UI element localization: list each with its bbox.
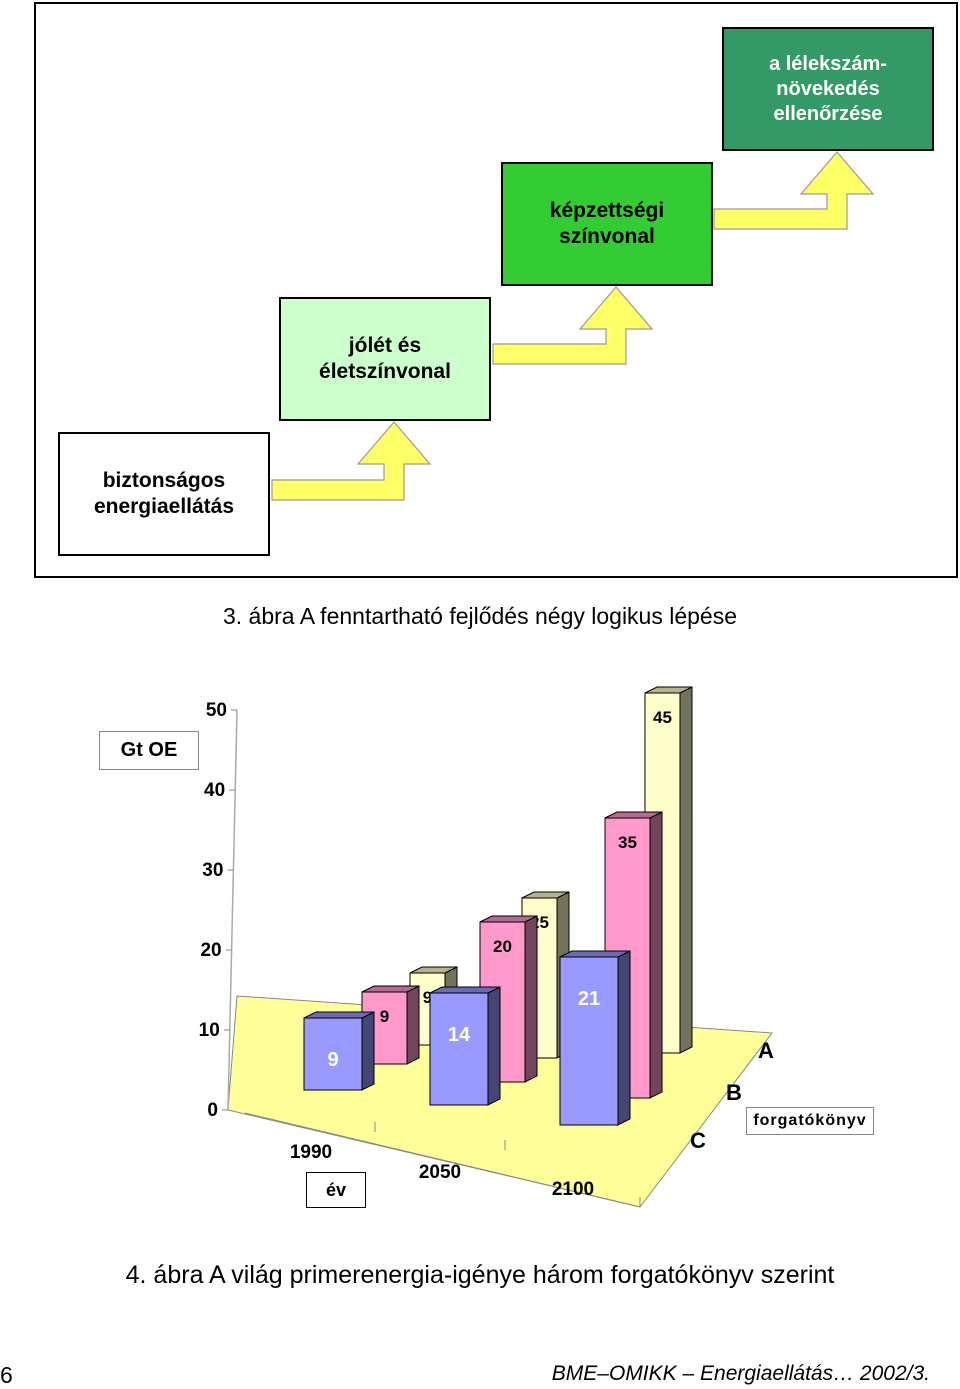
bar-top-C xyxy=(559,950,631,958)
unit-label: Gt OE xyxy=(120,739,178,761)
y-tick-label: 50 xyxy=(206,700,227,721)
y-tick-label: 20 xyxy=(200,940,221,961)
bar-side-C xyxy=(487,986,501,1106)
x-tick-label: 2050 xyxy=(419,1162,461,1183)
step-label: jólét és életszínvonal xyxy=(319,333,451,383)
series-label: C xyxy=(690,1128,706,1153)
bar-side-B xyxy=(649,811,663,1099)
step-arrow-icon xyxy=(271,421,432,501)
bar-side-C xyxy=(361,1011,375,1091)
bar-value-label: 20 xyxy=(493,937,512,956)
series-label: B xyxy=(726,1080,742,1105)
step-arrow-icon xyxy=(713,151,875,230)
bar-top-C xyxy=(429,986,501,994)
figure-3-arrows xyxy=(271,151,875,501)
bar-C xyxy=(303,1017,363,1091)
bar-C xyxy=(429,992,489,1106)
bar-side-C xyxy=(617,950,631,1126)
bar-value-label: 14 xyxy=(448,1024,471,1046)
x-tick-label: 1990 xyxy=(290,1142,332,1163)
scenario-label: forgatókönyv xyxy=(753,1112,867,1129)
figure-3-frame: biztonságos energiaellátás jólét és élet… xyxy=(34,2,958,578)
step-label: képzettségi színvonal xyxy=(549,198,665,248)
scenario-label-box: forgatókönyv xyxy=(746,1107,874,1135)
y-tick-label: 30 xyxy=(202,860,223,881)
y-axis-line xyxy=(227,709,238,1111)
bar-value-label: 45 xyxy=(653,708,672,727)
unit-label-box: Gt OE xyxy=(99,731,199,770)
journal-footer: BME–OMIKK – Energiaellátás… 2002/3. xyxy=(551,1362,930,1385)
bar-side-B xyxy=(524,915,538,1083)
y-tick-label: 10 xyxy=(199,1020,220,1041)
series-label: A xyxy=(758,1038,774,1063)
step-label: a lélekszám- növekedés ellenőrzése xyxy=(769,52,887,125)
step-box-secure-energy: biztonságos energiaellátás xyxy=(58,432,270,556)
bar-side-A xyxy=(679,686,693,1054)
bar-value-label: 21 xyxy=(578,988,600,1010)
step-box-welfare: jólét és életszínvonal xyxy=(279,297,491,421)
bar-value-label: 9 xyxy=(380,1007,389,1026)
page-number: 6 xyxy=(0,1362,13,1388)
step-label: biztonságos energiaellátás xyxy=(93,468,235,518)
y-tick-label: 0 xyxy=(207,1100,218,1121)
bar-C xyxy=(559,956,619,1126)
bar-value-label: 9 xyxy=(423,988,432,1007)
step-arrow-icon xyxy=(492,286,654,365)
year-label-box: év xyxy=(306,1172,366,1208)
bar-side-B xyxy=(406,985,420,1065)
y-tick-label: 40 xyxy=(204,780,225,801)
step-box-education: képzettségi színvonal xyxy=(501,162,713,286)
step-box-population: a lélekszám- növekedés ellenőrzése xyxy=(722,27,934,151)
x-axis-line xyxy=(244,1112,641,1208)
x-tick-label: 2100 xyxy=(552,1179,594,1200)
figure-3-caption: 3. ábra A fenntartható fejlődés négy log… xyxy=(222,603,738,629)
year-label: év xyxy=(325,1179,347,1200)
figure-4-caption: 4. ábra A világ primerenergia-igénye hár… xyxy=(125,1261,835,1289)
bar-value-label: 9 xyxy=(327,1049,338,1071)
bar-value-label: 35 xyxy=(618,833,637,852)
bar-top-C xyxy=(303,1011,375,1019)
